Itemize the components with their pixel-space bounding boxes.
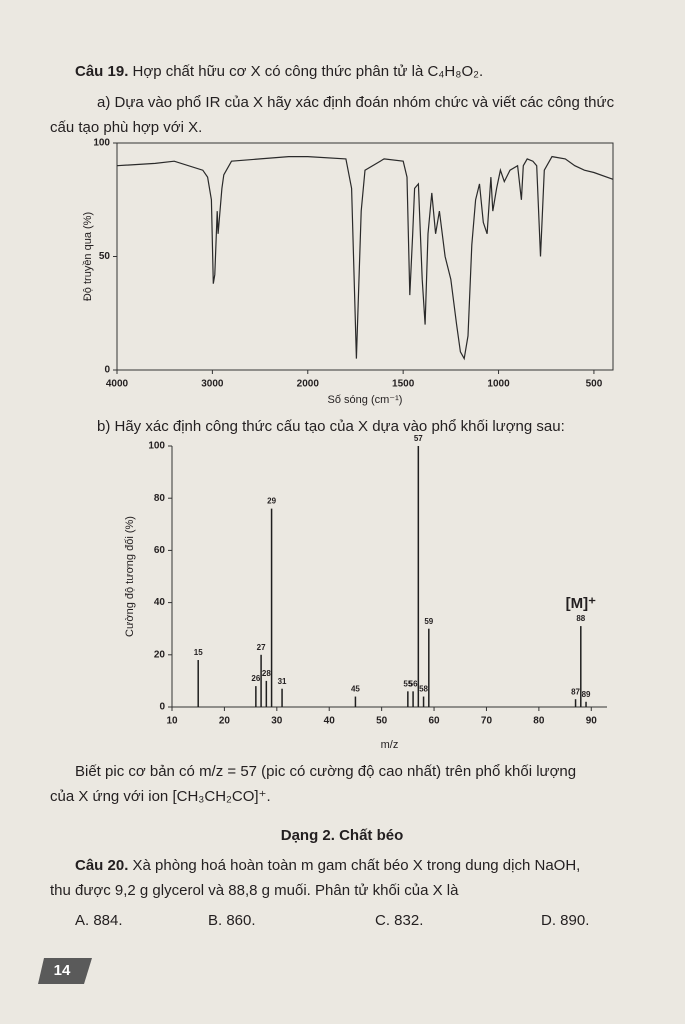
- page-number-badge: [38, 958, 92, 984]
- y-tick-label: 100: [93, 138, 110, 149]
- peak-label: 59: [424, 617, 433, 626]
- option: D. 890.: [541, 912, 589, 929]
- peak-label: 26: [251, 674, 260, 683]
- peak-label: 28: [262, 669, 271, 678]
- y-tick-label: 0: [159, 702, 165, 713]
- note: của X ứng với ion [CH₃CH₂CO]⁺.: [50, 788, 271, 805]
- peak-label: 31: [278, 677, 287, 686]
- x-tick-label: 4000: [106, 379, 129, 390]
- peak-label: 57: [414, 434, 423, 443]
- y-axis-label: Độ truyền qua (%): [82, 212, 94, 301]
- x-tick-label: 60: [428, 716, 440, 727]
- note: Biết pic cơ bản có m/z = 57 (pic có cườn…: [75, 763, 576, 780]
- ir-spectrum: [116, 155, 614, 361]
- question-label: Câu 20.: [75, 857, 128, 874]
- y-tick-label: 80: [154, 493, 166, 504]
- x-tick-label: 40: [324, 716, 336, 727]
- peak-label: 27: [257, 643, 266, 652]
- peak-label: 56: [409, 679, 418, 688]
- x-tick-label: 2000: [297, 379, 320, 390]
- peak-label: 45: [351, 685, 360, 694]
- peak-label: 58: [419, 685, 428, 694]
- section-title: Dạng 2. Chất béo: [281, 827, 404, 844]
- part-b: b) Hãy xác định công thức cấu tạo của X …: [97, 418, 565, 435]
- peak-label: 87: [571, 687, 580, 696]
- y-tick-label: 100: [148, 441, 165, 452]
- question-label: Câu 19.: [75, 63, 128, 80]
- peak-label: 88: [576, 614, 585, 623]
- y-tick-label: 60: [154, 545, 166, 556]
- x-tick-label: 3000: [201, 379, 224, 390]
- y-tick-label: 20: [154, 649, 166, 660]
- x-tick-label: 1500: [392, 379, 415, 390]
- question-text: Xà phòng hoá hoàn toàn m gam chất béo X …: [133, 857, 581, 874]
- part-a: cấu tạo phù hợp với X.: [50, 119, 202, 136]
- peak-label: 89: [582, 690, 591, 699]
- x-axis-label: Số sóng (cm⁻¹): [328, 394, 403, 406]
- option: C. 832.: [375, 912, 423, 929]
- peak-label: 55: [403, 679, 412, 688]
- option: B. 860.: [208, 912, 256, 929]
- x-tick-label: 20: [219, 716, 231, 727]
- x-tick-label: 70: [481, 716, 493, 727]
- question-20: Câu 20. Xà phòng hoá hoàn toàn m gam chấ…: [75, 857, 580, 874]
- x-axis-label: m/z: [381, 739, 399, 751]
- x-tick-label: 80: [533, 716, 545, 727]
- option: A. 884.: [75, 912, 123, 929]
- peak-label: 15: [194, 648, 203, 657]
- y-tick-label: 40: [154, 597, 166, 608]
- x-tick-label: 50: [376, 716, 388, 727]
- y-tick-label: 50: [99, 251, 111, 262]
- y-tick-label: 0: [104, 365, 110, 376]
- x-tick-label: 30: [271, 716, 283, 727]
- x-tick-label: 90: [586, 716, 598, 727]
- x-tick-label: 10: [166, 716, 178, 727]
- part-a: a) Dựa vào phổ IR của X hãy xác định đoá…: [97, 94, 615, 111]
- question-text: thu được 9,2 g glycerol và 88,8 g muối. …: [50, 882, 459, 899]
- question-text: Hợp chất hữu cơ X có công thức phân tử l…: [133, 63, 484, 80]
- page-number: 14: [54, 962, 71, 979]
- question-19: Câu 19. Hợp chất hữu cơ X có công thức p…: [75, 63, 483, 80]
- peak-label: 29: [267, 497, 276, 506]
- x-tick-label: 500: [586, 379, 603, 390]
- molecular-ion-label: [M]⁺: [566, 595, 596, 612]
- y-axis-label: Cường độ tương đối (%): [124, 516, 136, 637]
- x-tick-label: 1000: [487, 379, 510, 390]
